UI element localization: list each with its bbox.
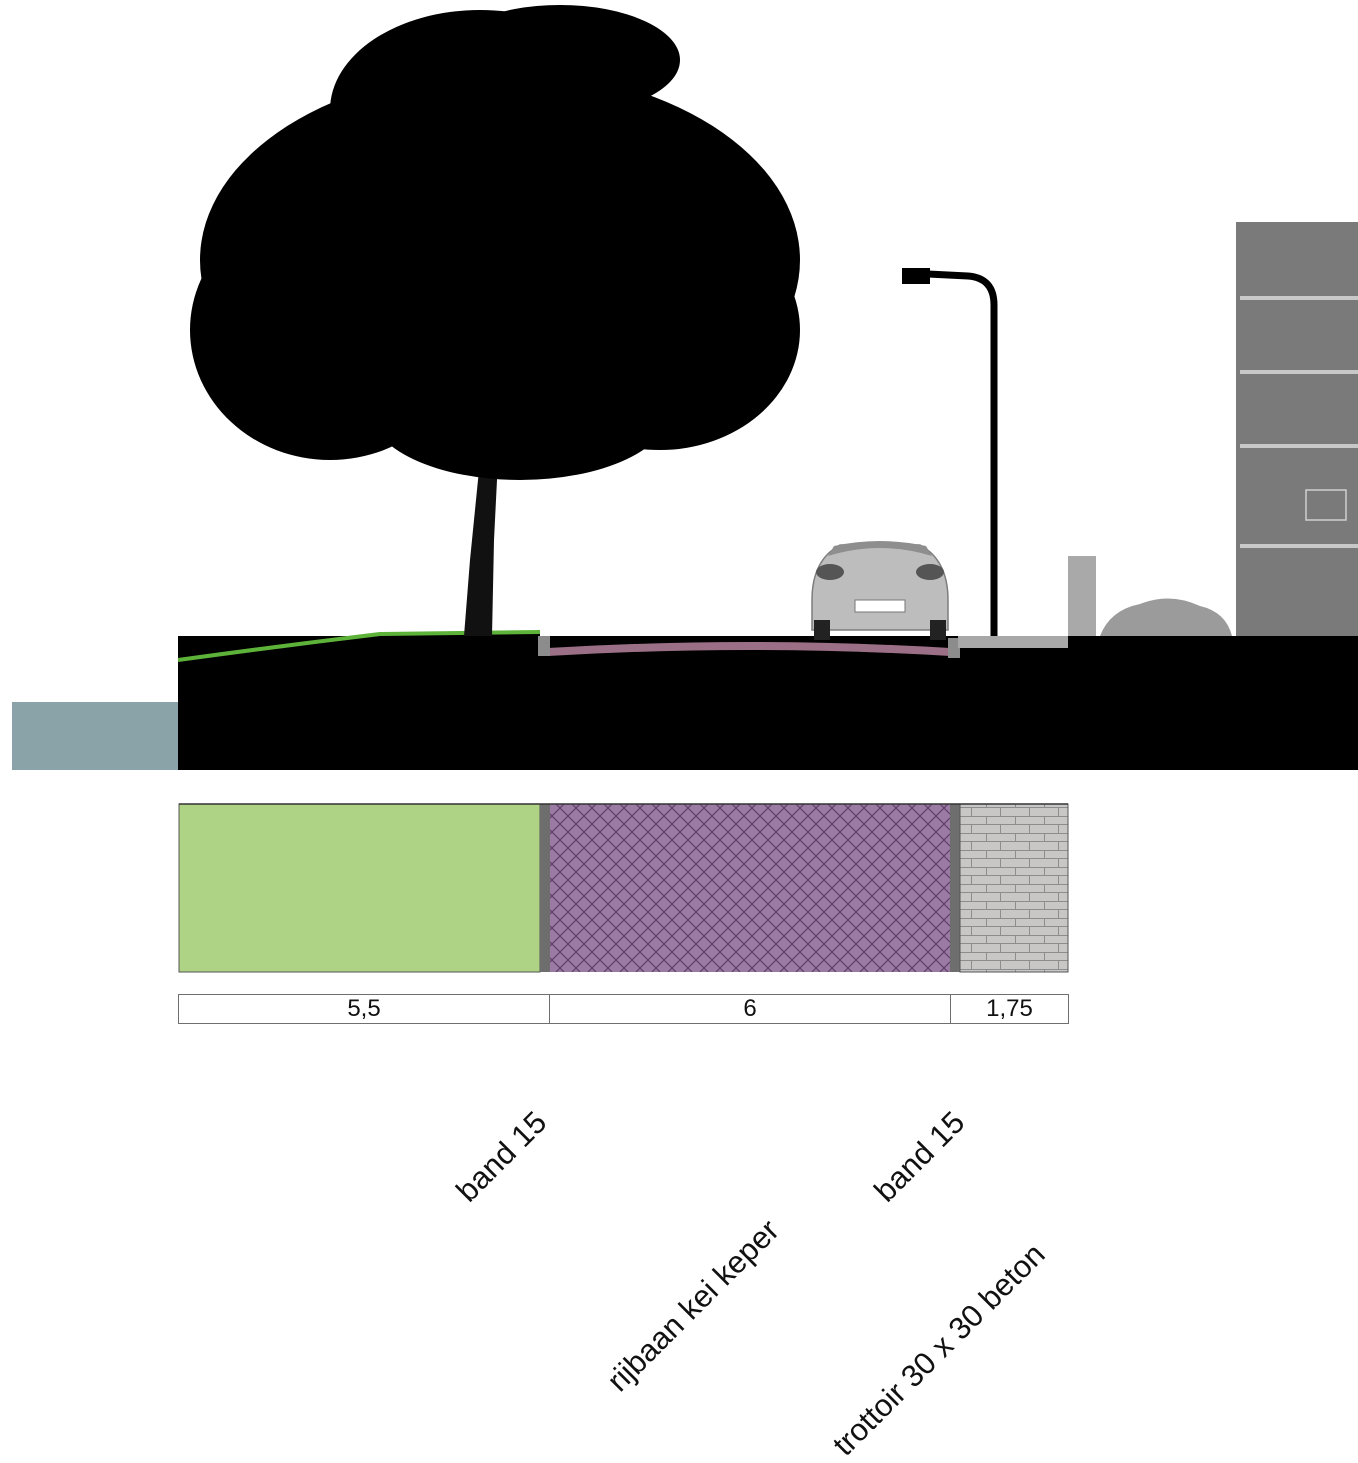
sidewalk-surface (958, 636, 1068, 648)
building-facade (1236, 222, 1358, 636)
grass-surface (177, 630, 541, 662)
plan-sidewalk-tiles (959, 803, 1069, 973)
water-body (12, 702, 178, 770)
street-lamp (902, 268, 998, 636)
fence-post (1068, 556, 1096, 636)
grass-berm (178, 634, 540, 662)
road-surface (548, 642, 950, 656)
dimension-sidewalk: 1,75 (986, 995, 1033, 1022)
dimension-row: 5,5 6 1,75 (178, 994, 1069, 1024)
street-cross-section (12, 5, 1358, 973)
shrub (1100, 598, 1232, 636)
tree-trunk (464, 460, 498, 636)
label-sidewalk: trottoir 30 x 30 beton (825, 1236, 1052, 1463)
plan-curb-left (540, 804, 550, 972)
dimension-verge: 5,5 (179, 995, 550, 1023)
curb-right (948, 638, 960, 658)
ground-section (178, 636, 1358, 770)
car (811, 541, 949, 640)
curb-left (538, 636, 550, 656)
plan-curb-right (950, 804, 960, 972)
dimension-carriageway: 6 (550, 995, 951, 1023)
plan-road-paving (550, 804, 950, 972)
plan-grass (178, 803, 541, 973)
tree-canopy (190, 5, 800, 480)
